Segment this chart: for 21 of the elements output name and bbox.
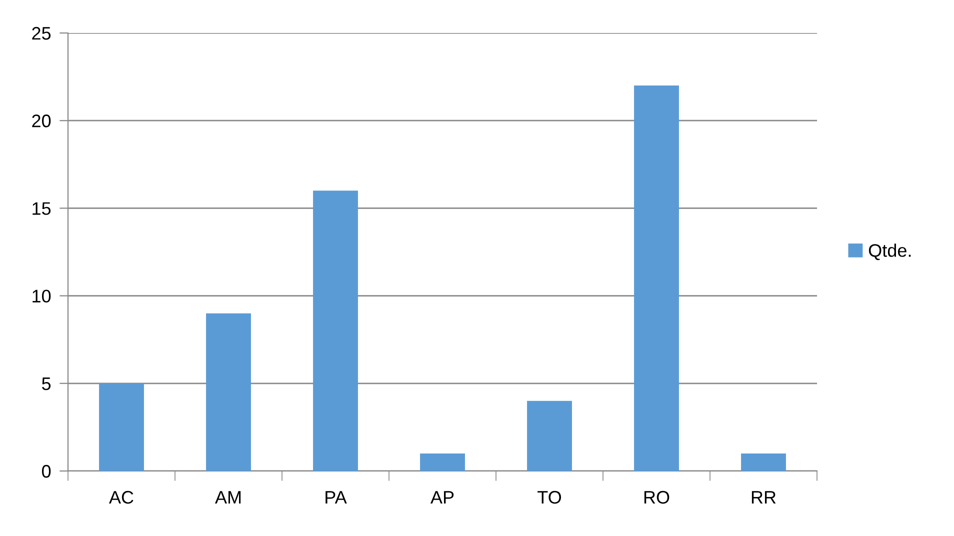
- x-tick-label: AP: [430, 491, 454, 504]
- x-tick-label: TO: [538, 490, 562, 504]
- x-tick-label: AM: [214, 491, 241, 504]
- bar: [527, 400, 572, 471]
- bar: [313, 190, 358, 471]
- bar: [206, 313, 251, 471]
- x-tick-label: RR: [752, 491, 776, 504]
- y-tick-label: 10: [32, 290, 51, 303]
- x-tick-label: PA: [326, 491, 347, 504]
- y-tick-label: 25: [32, 26, 51, 40]
- x-tick-label: AC: [108, 490, 134, 504]
- y-tick-label: 15: [32, 202, 51, 215]
- bar: [420, 453, 465, 471]
- y-tick-label: 5: [42, 378, 51, 390]
- bar: [634, 86, 679, 471]
- legend-label: Qtde.: [868, 244, 911, 260]
- y-tick-label: 0: [42, 464, 51, 478]
- bar: [99, 383, 144, 471]
- x-tick-label: RO: [644, 490, 670, 504]
- y-tick-label: 20: [32, 114, 51, 128]
- bar: [741, 453, 786, 471]
